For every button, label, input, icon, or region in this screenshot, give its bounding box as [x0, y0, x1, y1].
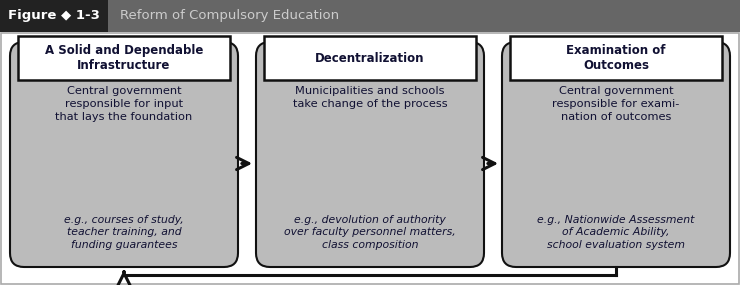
- Text: A Solid and Dependable
Infrastructure: A Solid and Dependable Infrastructure: [45, 44, 204, 72]
- Text: e.g., courses of study,
teacher training, and
funding guarantees: e.g., courses of study, teacher training…: [64, 215, 184, 250]
- Text: Reform of Compulsory Education: Reform of Compulsory Education: [120, 9, 339, 23]
- Text: Figure ◆ 1-3: Figure ◆ 1-3: [8, 9, 100, 23]
- Text: Central government
responsible for input
that lays the foundation: Central government responsible for input…: [56, 86, 192, 122]
- FancyBboxPatch shape: [0, 0, 108, 32]
- FancyBboxPatch shape: [502, 42, 730, 267]
- Text: Municipalities and schools
take change of the process: Municipalities and schools take change o…: [293, 86, 447, 109]
- Text: e.g., Nationwide Assessment
of Academic Ability,
school evaluation system: e.g., Nationwide Assessment of Academic …: [537, 215, 695, 250]
- FancyBboxPatch shape: [0, 0, 740, 32]
- FancyBboxPatch shape: [264, 36, 476, 80]
- Text: Examination of
Outcomes: Examination of Outcomes: [566, 44, 666, 72]
- Text: e.g., devolution of authority
over faculty personnel matters,
class composition: e.g., devolution of authority over facul…: [284, 215, 456, 250]
- Text: Central government
responsible for exami-
nation of outcomes: Central government responsible for exami…: [552, 86, 679, 122]
- FancyBboxPatch shape: [510, 36, 722, 80]
- FancyBboxPatch shape: [10, 42, 238, 267]
- FancyBboxPatch shape: [256, 42, 484, 267]
- Text: Decentralization: Decentralization: [315, 52, 425, 64]
- FancyBboxPatch shape: [18, 36, 230, 80]
